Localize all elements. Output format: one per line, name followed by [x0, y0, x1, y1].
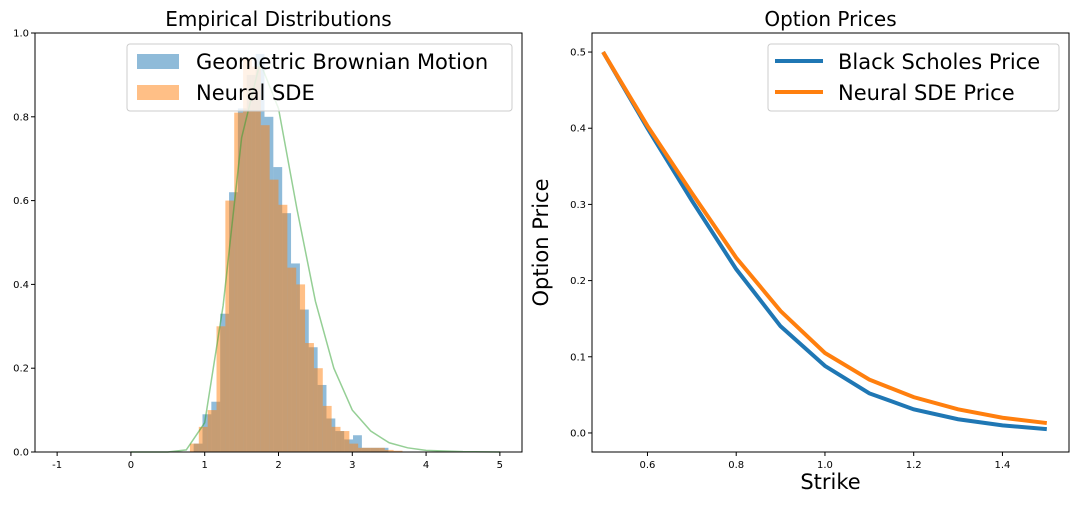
- histogram-bar: [331, 426, 341, 452]
- x-tick-label: 0.8: [728, 460, 744, 471]
- chart-title: Empirical Distributions: [165, 7, 391, 31]
- y-tick-label: 0.6: [13, 196, 29, 207]
- histogram-bar: [367, 447, 376, 452]
- histogram-bar: [375, 447, 385, 452]
- histogram-bar: [225, 200, 235, 452]
- legend-label: Black Scholes Price: [838, 50, 1040, 74]
- histogram-bar: [393, 450, 403, 452]
- histogram-bar: [340, 431, 350, 452]
- histogram-bar: [207, 410, 217, 452]
- y-tick-label: 0.0: [570, 428, 586, 439]
- histogram-bar: [260, 125, 270, 453]
- legend-label: Neural SDE: [196, 81, 315, 105]
- histogram-bar: [243, 58, 252, 452]
- x-tick-label: 4: [423, 460, 429, 471]
- x-tick-label: 1.0: [817, 460, 833, 471]
- histogram-bar: [358, 447, 368, 452]
- x-axis-label: Strike: [800, 470, 860, 494]
- histogram-bar: [384, 449, 394, 452]
- histogram-bar: [269, 179, 279, 452]
- histogram-bar: [189, 443, 199, 452]
- x-tick-label: 1: [202, 460, 208, 471]
- plot-frame: [34, 32, 523, 453]
- histogram-bar: [349, 443, 359, 452]
- x-tick-label: 3: [349, 460, 355, 471]
- x-tick-label: 2: [275, 460, 281, 471]
- series-line: [601, 51, 1048, 426]
- x-tick-label: 1.4: [994, 460, 1010, 471]
- y-axis-label: Option Price: [529, 179, 553, 307]
- legend-swatch: [137, 54, 179, 69]
- histogram-bar: [287, 267, 297, 452]
- chart-title: Option Prices: [764, 7, 896, 31]
- histogram-bar: [322, 405, 332, 452]
- y-tick-label: 0.2: [13, 364, 29, 375]
- histogram-bar: [234, 112, 244, 453]
- histogram-bar: [305, 343, 314, 452]
- histogram-bar: [198, 426, 208, 452]
- legend-box: [126, 43, 513, 112]
- y-tick-label: 0.0: [13, 448, 29, 459]
- histogram-bar: [216, 326, 226, 452]
- density-line: [130, 59, 500, 453]
- y-tick-label: 0.8: [13, 112, 29, 123]
- histogram-bar: [313, 368, 323, 452]
- legend-label: Geometric Brownian Motion: [196, 50, 488, 74]
- legend-swatch: [137, 85, 179, 100]
- y-tick-label: 1.0: [13, 29, 29, 40]
- x-tick-label: -1: [52, 460, 62, 471]
- histogram-bar: [251, 66, 261, 453]
- x-tick-label: 5: [497, 460, 503, 471]
- y-tick-label: 0.1: [570, 352, 586, 363]
- histogram-bar: [296, 284, 306, 452]
- legend-box: [767, 43, 1060, 112]
- legend-label: Neural SDE Price: [838, 81, 1015, 105]
- series-line: [601, 51, 1047, 432]
- histogram-bar: [278, 204, 288, 452]
- y-tick-label: 0.4: [13, 280, 29, 291]
- x-tick-label: 1.2: [906, 460, 922, 471]
- plot-frame: [591, 32, 1070, 453]
- y-tick-label: 0.2: [570, 276, 586, 287]
- x-tick-label: 0: [128, 460, 134, 471]
- y-tick-label: 0.3: [570, 200, 586, 211]
- y-tick-label: 0.5: [570, 48, 586, 59]
- x-tick-label: 0.6: [640, 460, 656, 471]
- y-tick-label: 0.4: [570, 124, 586, 135]
